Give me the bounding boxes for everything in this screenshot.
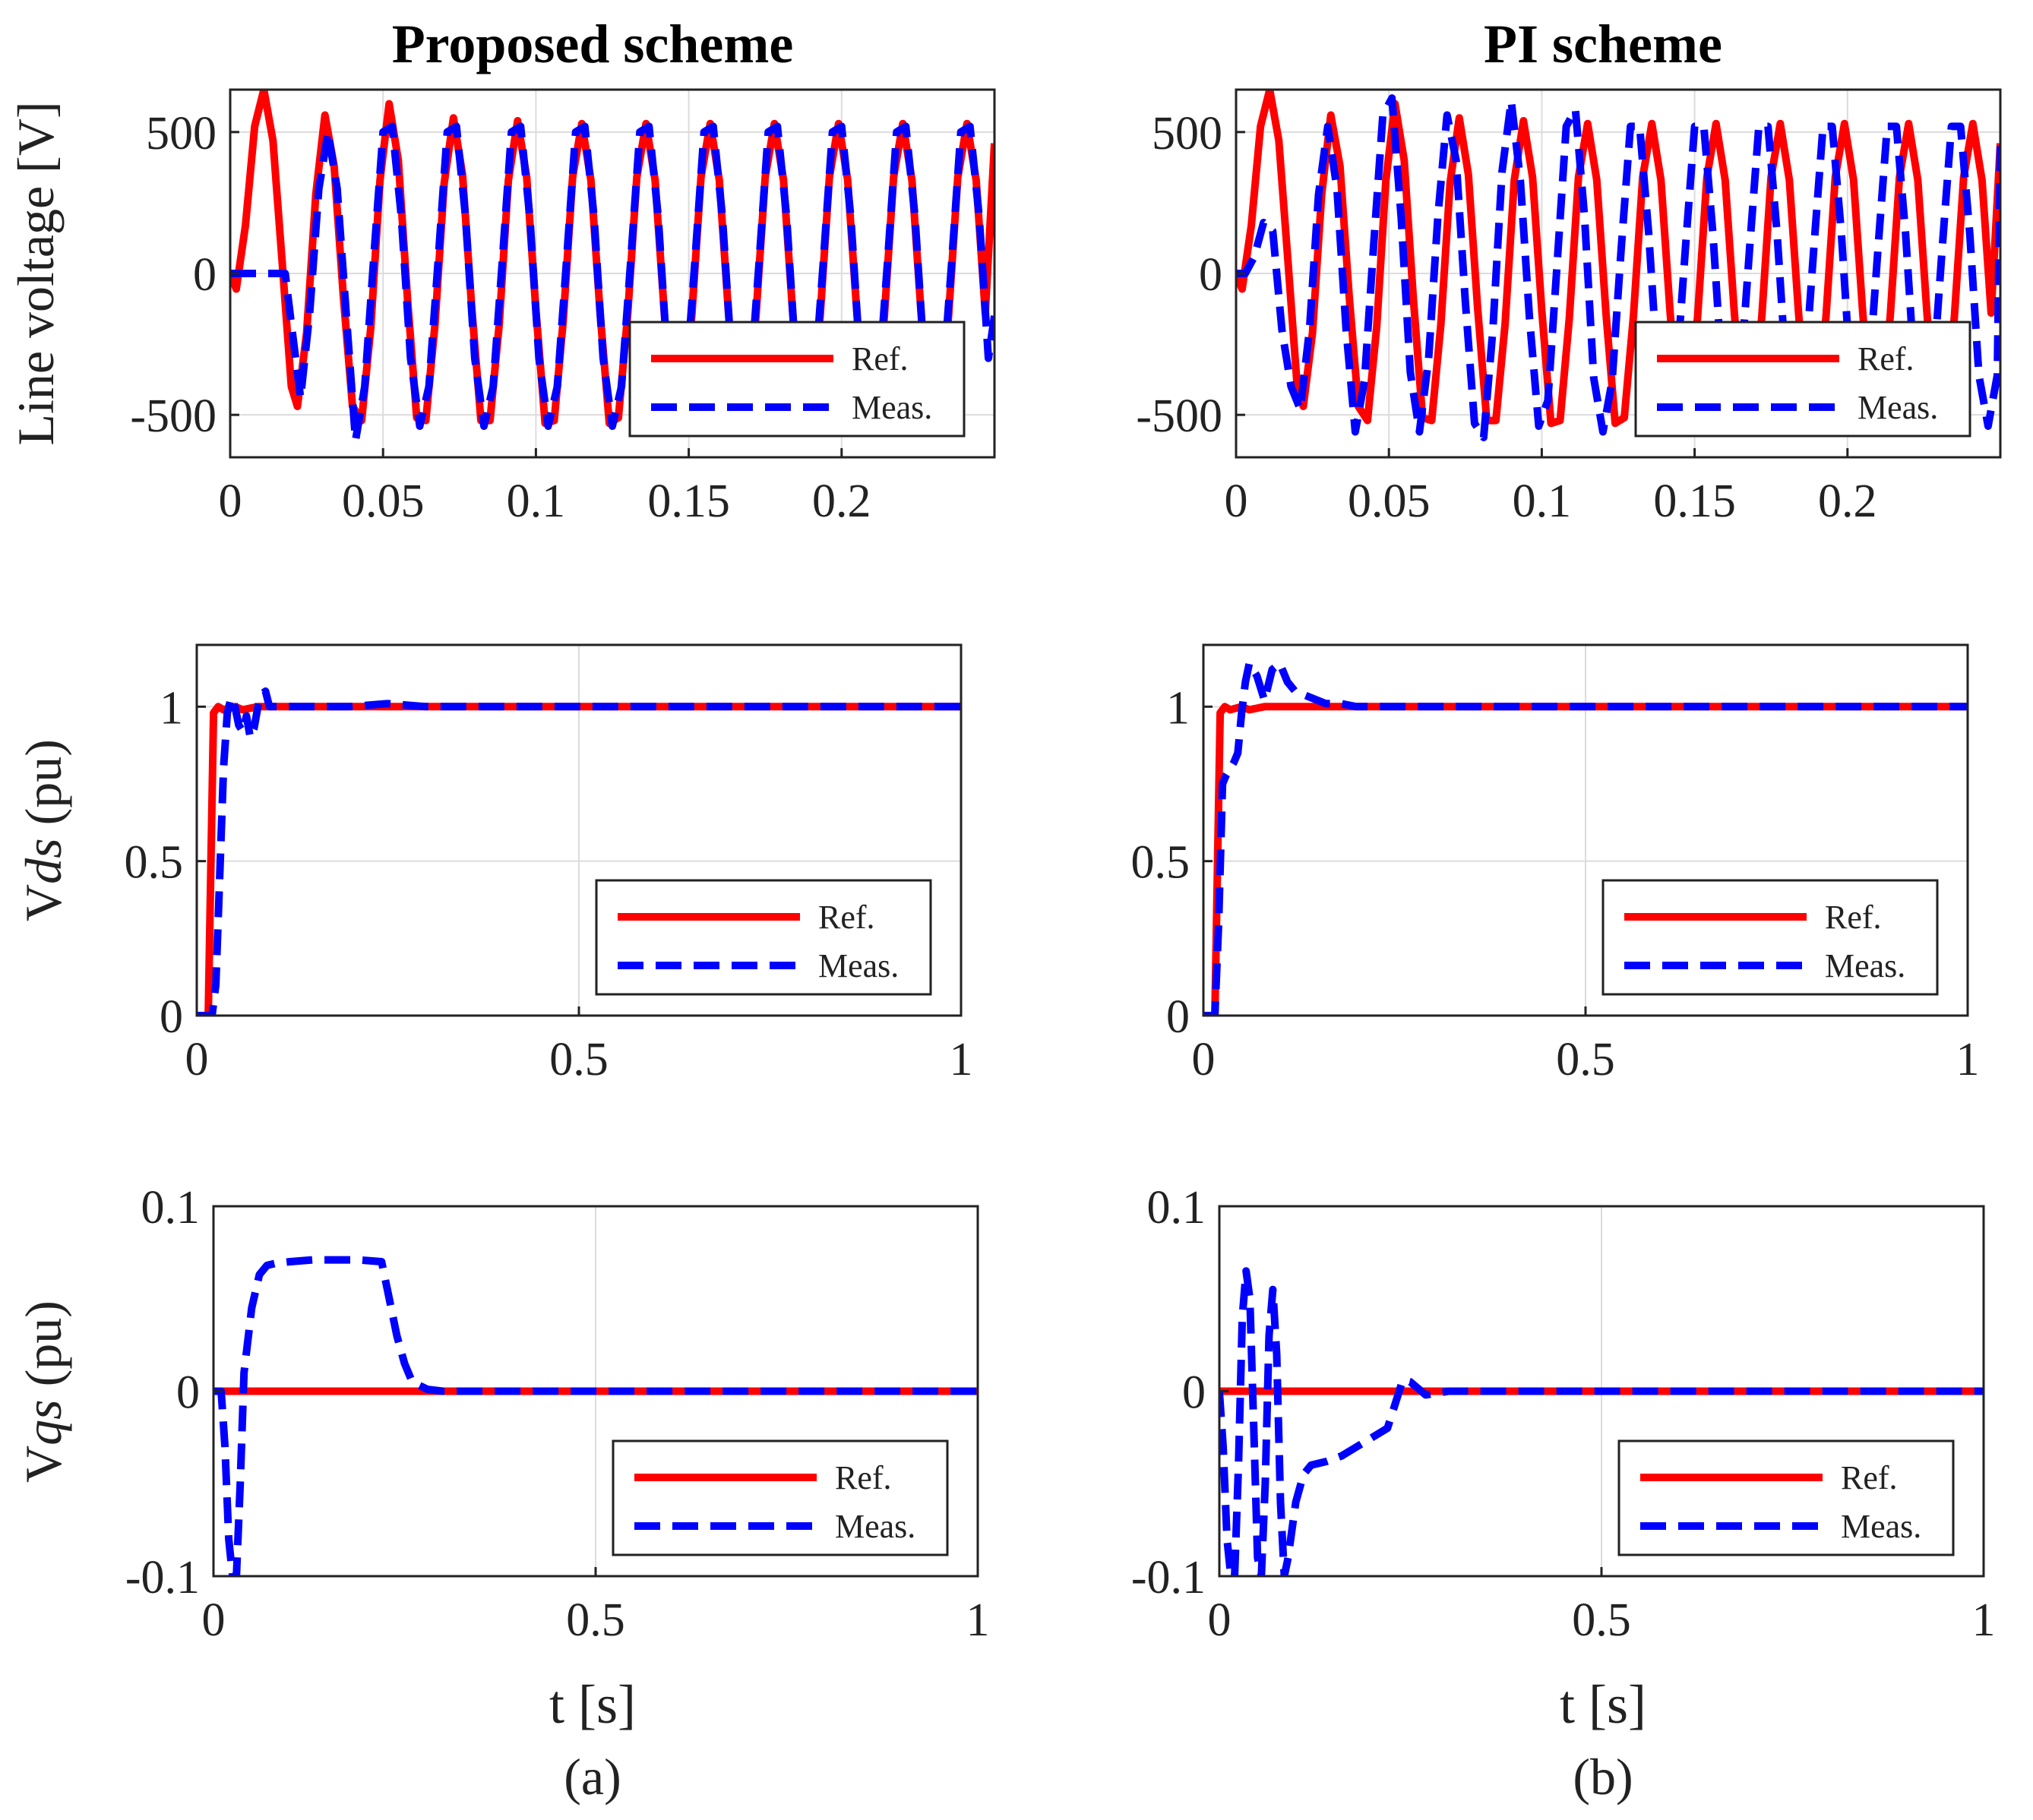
y-tick-label: 0.1 [141,1182,201,1234]
x-tick-label: 0 [202,1594,226,1646]
legend-ref-label: Ref. [835,1459,892,1496]
legend: Ref. Meas. [628,321,966,438]
column-title-proposed: Proposed scheme [392,14,794,74]
y-tick-label: 0.1 [1147,1182,1206,1234]
y-axis-label: Vds (pu) [14,739,72,921]
x-tick-label: 0.2 [1818,476,1877,527]
x-tick-label: 0.1 [1513,476,1572,527]
legend-ref-label: Ref. [1825,899,1882,936]
y-tick-label: 0.5 [125,837,184,889]
legend-ref-label: Ref. [1858,340,1914,378]
legend: Ref. Meas. [595,879,932,996]
legend-box [612,1439,949,1556]
y-tick-label: -0.1 [1131,1552,1206,1604]
legend: Ref. Meas. [1634,321,1971,438]
legend: Ref. Meas. [1617,1439,1955,1556]
legend-ref-label: Ref. [1841,1459,1898,1496]
chart-panel-3: 0 0.5 1 0 0.5 1 Ref. Meas. Vds (pu) [14,643,973,1085]
x-tick-label: 0.5 [1556,1034,1615,1085]
meas-series-line [1203,659,1968,1016]
meas-series-line [1219,1267,1984,1576]
y-tick-label: -500 [1136,390,1222,442]
y-tick-label: 0 [176,1367,200,1419]
x-tick-label: 0 [1192,1034,1216,1085]
y-tick-label: 1 [1166,682,1190,734]
x-axis-label: t [s] [549,1674,636,1735]
x-tick-label: 0.1 [507,476,566,527]
x-tick-label: 0 [1225,476,1248,527]
meas-series-line [1236,94,2000,441]
legend-ref-label: Ref. [818,899,875,936]
legend-box [628,321,966,438]
y-tick-label: 0 [1166,991,1190,1043]
meas-series-line [213,1256,978,1576]
y-tick-label: 0.5 [1131,837,1190,889]
legend-meas-label: Meas. [818,947,899,984]
legend-box [595,879,932,996]
x-tick-label: 0 [1208,1594,1231,1646]
legend-box [1617,1439,1955,1556]
legend-meas-label: Meas. [1841,1508,1921,1545]
y-axis-label: Vqs (pu) [14,1300,72,1483]
legend-ref-label: Ref. [852,340,909,378]
x-tick-label: 0.05 [342,476,425,527]
y-tick-label: 0 [1182,1367,1206,1419]
y-tick-label: 500 [1152,108,1222,160]
x-tick-label: 0.2 [812,476,871,527]
x-tick-label: 0 [219,476,242,527]
y-tick-label: 500 [146,108,217,160]
y-tick-label: 0 [1199,249,1222,301]
x-tick-label: 1 [950,1034,973,1085]
legend: Ref. Meas. [1601,879,1939,996]
y-axis-label: Line voltage [V] [7,101,65,445]
y-tick-label: -0.1 [125,1552,200,1604]
legend: Ref. Meas. [612,1439,949,1556]
meas-series-line [197,687,961,1016]
y-tick-label: 1 [160,682,183,734]
column-title-pi: PI scheme [1484,14,1722,74]
x-tick-label: 0.5 [566,1594,625,1646]
legend-meas-label: Meas. [1825,947,1905,984]
legend-box [1601,879,1939,996]
legend-meas-label: Meas. [835,1508,915,1545]
x-tick-label: 0.15 [647,476,730,527]
x-tick-label: 1 [1956,1034,1980,1085]
x-tick-label: 0.5 [1572,1594,1631,1646]
y-tick-label: 0 [193,249,217,301]
x-tick-label: 0 [185,1034,209,1085]
x-tick-label: 0.5 [549,1034,609,1085]
x-tick-label: 1 [966,1594,990,1646]
ref-series-line [197,703,961,1016]
x-axis-label: t [s] [1560,1674,1646,1735]
legend-meas-label: Meas. [1858,389,1938,426]
x-tick-label: 0.05 [1348,476,1431,527]
y-tick-label: 0 [160,991,183,1043]
y-tick-label: -500 [130,390,217,442]
legend-meas-label: Meas. [852,389,932,426]
x-tick-label: 0.15 [1653,476,1736,527]
legend-box [1634,321,1971,438]
subfigure-label-a: (a) [564,1748,621,1806]
ref-series-line [1203,703,1968,1016]
x-tick-label: 1 [1972,1594,1996,1646]
chart-panel-4: 0 0.5 1 0 0.5 1 Ref. Meas. [1131,643,1980,1085]
subfigure-label-b: (b) [1573,1748,1633,1806]
